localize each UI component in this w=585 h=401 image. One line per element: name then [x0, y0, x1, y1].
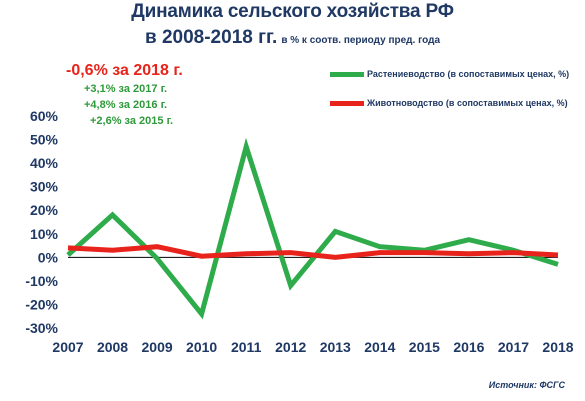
annotation-2017: +3,1% за 2017 г.	[84, 83, 168, 95]
x-tick-label: 2012	[275, 339, 306, 355]
x-tick-label: 2013	[320, 339, 351, 355]
annotation-2015: +2,6% за 2015 г.	[90, 115, 174, 127]
series-line-livestock	[67, 244, 559, 260]
y-tick-label: -10%	[25, 273, 58, 289]
legend-item-crop: Растениеводство (в сопоставимых ценах, %…	[330, 69, 569, 79]
x-tick-label: 2007	[52, 339, 83, 355]
legend-label-livestock: Животноводство (в сопоставимых ценах, %)	[367, 98, 568, 108]
x-tick-label: 2018	[542, 339, 573, 355]
y-tick-label: 40%	[30, 155, 59, 171]
chart-subtitle: в % к соотв. периоду пред. года	[281, 35, 440, 46]
annotation-2018: -0,6% за 2018 г.	[66, 62, 183, 79]
y-tick-label: 10%	[30, 226, 59, 242]
chart-title-period: в 2008-2018 гг.	[145, 27, 278, 48]
legend-label-crop: Растениеводство (в сопоставимых ценах, %…	[367, 69, 570, 79]
x-tick-label: 2014	[364, 339, 395, 355]
y-tick-label: 20%	[30, 202, 59, 218]
x-tick-label: 2016	[453, 339, 484, 355]
y-tick-label: 0%	[38, 249, 59, 265]
annotation-2016: +4,8% за 2016 г.	[84, 99, 168, 111]
legend-item-livestock: Животноводство (в сопоставимых ценах, %)	[330, 98, 568, 108]
y-tick-label: 30%	[30, 179, 59, 195]
y-tick-label: 60%	[30, 108, 59, 124]
x-tick-label: 2011	[231, 339, 262, 355]
legend-swatch-crop	[330, 71, 364, 77]
y-tick-label: 50%	[30, 132, 59, 148]
legend-swatch-livestock	[330, 100, 364, 106]
chart-title: Динамика сельского хозяйства РФ	[131, 1, 454, 22]
x-tick-label: 2015	[409, 339, 440, 355]
y-tick-label: -20%	[25, 296, 58, 312]
x-tick-label: 2010	[186, 339, 217, 355]
x-tick-label: 2008	[97, 339, 128, 355]
x-tick-label: 2017	[498, 339, 529, 355]
y-tick-label: -30%	[25, 320, 58, 336]
chart-title-line2: в 2008-2018 гг. в % к соотв. периоду пред…	[0, 27, 585, 49]
series-line-crop	[66, 137, 559, 320]
x-tick-label: 2009	[142, 339, 173, 355]
source-note: Источник: ФСГС	[488, 380, 565, 390]
